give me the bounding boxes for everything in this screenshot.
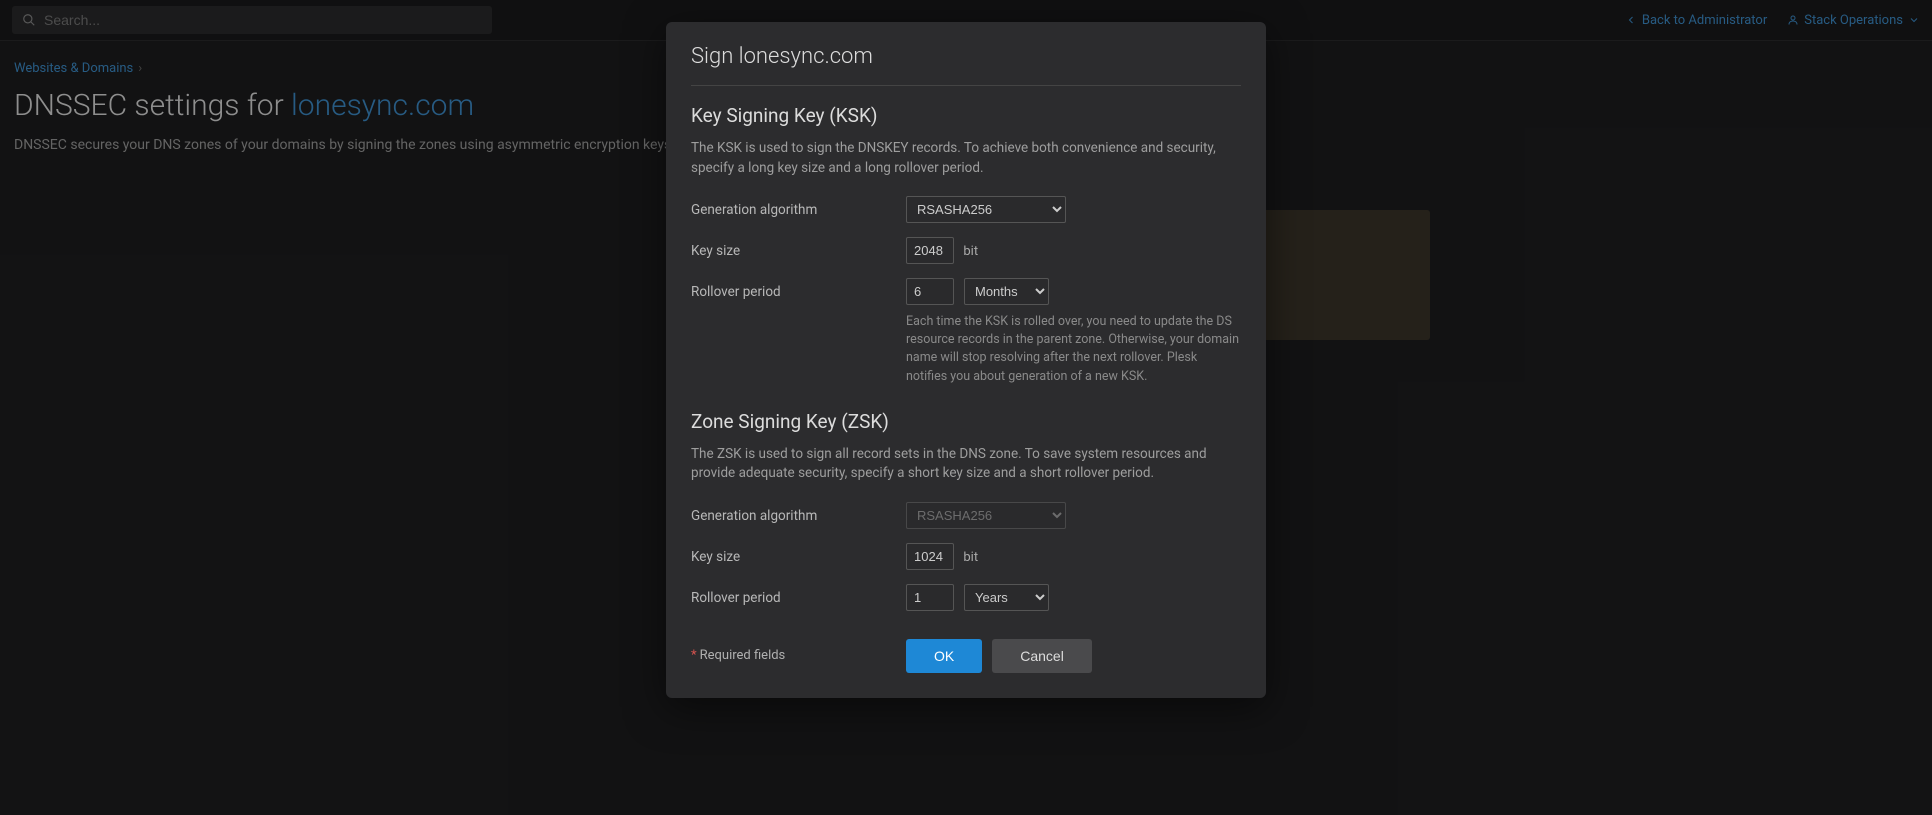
- ksk-rollover-label: Rollover period: [691, 278, 906, 300]
- zsk-rollover-input[interactable]: [906, 584, 954, 611]
- sign-domain-modal: Sign lonesync.com Key Signing Key (KSK) …: [666, 22, 1266, 698]
- zsk-keysize-label: Key size: [691, 543, 906, 565]
- ksk-algo-select[interactable]: RSASHA256: [906, 196, 1066, 223]
- required-fields-note: *Required fields: [691, 648, 906, 663]
- ksk-heading: Key Signing Key (KSK): [691, 104, 1241, 127]
- zsk-algo-select: RSASHA256: [906, 502, 1066, 529]
- zsk-heading: Zone Signing Key (ZSK): [691, 410, 1241, 433]
- ksk-keysize-label: Key size: [691, 237, 906, 259]
- zsk-keysize-input[interactable]: [906, 543, 954, 570]
- zsk-keysize-unit: bit: [963, 550, 978, 565]
- modal-title: Sign lonesync.com: [691, 44, 1241, 86]
- cancel-button[interactable]: Cancel: [992, 639, 1092, 673]
- ksk-keysize-unit: bit: [963, 244, 978, 259]
- ksk-keysize-input[interactable]: [906, 237, 954, 264]
- ksk-rollover-input[interactable]: [906, 278, 954, 305]
- ok-button[interactable]: OK: [906, 639, 982, 673]
- zsk-description: The ZSK is used to sign all record sets …: [691, 445, 1241, 484]
- required-fields-label: Required fields: [700, 648, 786, 663]
- ksk-rollover-help: Each time the KSK is rolled over, you ne…: [906, 313, 1241, 386]
- required-star-icon: *: [691, 648, 697, 663]
- zsk-rollover-unit-select[interactable]: Years: [964, 584, 1049, 611]
- zsk-algo-label: Generation algorithm: [691, 502, 906, 524]
- ksk-description: The KSK is used to sign the DNSKEY recor…: [691, 139, 1241, 178]
- ksk-rollover-unit-select[interactable]: Months: [964, 278, 1049, 305]
- zsk-rollover-label: Rollover period: [691, 584, 906, 606]
- ksk-algo-label: Generation algorithm: [691, 196, 906, 218]
